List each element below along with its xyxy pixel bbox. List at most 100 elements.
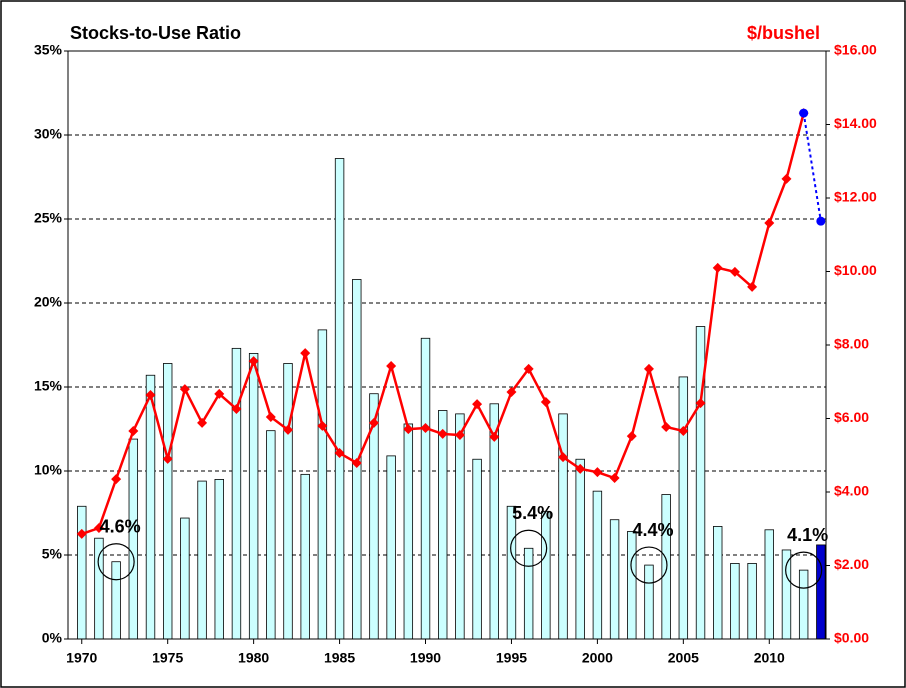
bar — [609, 519, 620, 640]
marker — [386, 360, 397, 371]
bar — [317, 329, 328, 640]
marker — [506, 387, 517, 398]
bar — [77, 505, 87, 640]
bar — [798, 569, 809, 640]
marker — [420, 423, 431, 434]
bar — [661, 494, 671, 640]
bar — [145, 374, 156, 640]
x-tick-label: 1970 — [66, 650, 97, 666]
y-tick-label: 25% — [34, 210, 63, 226]
y2-tick-label: $0.00 — [834, 630, 869, 646]
bar — [162, 363, 173, 640]
bar — [231, 347, 242, 640]
bar — [180, 517, 190, 640]
bar — [214, 478, 224, 640]
marker — [747, 281, 758, 292]
annotation: 4.1% — [787, 525, 828, 545]
bar — [764, 529, 774, 640]
bar — [300, 473, 310, 640]
annotation: 4.4% — [632, 520, 673, 540]
bar — [420, 337, 431, 640]
bar — [334, 158, 345, 640]
bar — [248, 352, 259, 640]
marker — [661, 421, 672, 432]
marker — [523, 363, 534, 374]
annotation-circle — [785, 551, 823, 589]
annotation-circle — [97, 543, 135, 581]
x-tick-label: 1995 — [496, 650, 527, 666]
marker — [678, 425, 689, 436]
x-tick-label: 1985 — [324, 650, 355, 666]
bar — [541, 510, 551, 640]
y-tick-label: 10% — [34, 462, 63, 478]
annotation: 4.6% — [100, 516, 141, 536]
marker — [76, 528, 87, 539]
marker — [93, 523, 104, 534]
annotation-circle — [630, 546, 668, 584]
marker — [472, 399, 483, 410]
bar — [128, 438, 139, 640]
y2-tick-label: $16.00 — [834, 42, 877, 58]
marker — [712, 262, 723, 273]
marker — [300, 348, 311, 359]
marker — [111, 474, 122, 485]
bar — [472, 458, 482, 640]
marker — [643, 363, 654, 374]
line — [802, 112, 822, 222]
x-tick-label: 1975 — [152, 650, 183, 666]
y2-tick-label: $2.00 — [834, 556, 869, 572]
y2-tick-label: $14.00 — [834, 115, 877, 131]
x-tick-label: 1990 — [410, 650, 441, 666]
marker — [626, 431, 637, 442]
marker — [781, 173, 792, 184]
bar — [266, 430, 276, 640]
marker — [179, 384, 190, 395]
marker — [764, 217, 775, 228]
marker — [729, 266, 740, 277]
y-tick-label: 30% — [34, 126, 63, 142]
marker — [317, 420, 328, 431]
y-tick-label: 35% — [34, 42, 63, 58]
marker — [540, 396, 551, 407]
x-tick-label: 1980 — [238, 650, 269, 666]
marker — [403, 424, 414, 435]
bar — [111, 561, 121, 640]
marker — [214, 388, 225, 399]
y-tick-label: 20% — [34, 294, 63, 310]
bar — [283, 363, 293, 640]
x-tick-label: 2010 — [754, 650, 785, 666]
marker — [695, 398, 706, 409]
x-tick-label: 2005 — [668, 650, 699, 666]
marker — [283, 424, 294, 435]
bar — [386, 455, 396, 640]
annotation-circle — [510, 529, 548, 567]
y2-tick-label: $8.00 — [834, 336, 869, 352]
bar — [627, 531, 637, 640]
bar — [506, 505, 517, 640]
y-axis-title: Stocks-to-Use Ratio — [70, 23, 241, 43]
y-tick-label: 15% — [34, 378, 63, 394]
marker — [248, 356, 259, 367]
y2-tick-label: $6.00 — [834, 409, 869, 425]
bar — [523, 547, 534, 640]
marker — [799, 108, 809, 118]
y2-tick-label: $10.00 — [834, 262, 877, 278]
bar — [403, 423, 414, 640]
plot-frame — [67, 50, 827, 640]
marker — [162, 453, 173, 464]
marker — [575, 463, 586, 474]
marker — [454, 430, 465, 441]
marker — [489, 431, 500, 442]
marker — [351, 457, 362, 468]
bar — [730, 563, 740, 640]
marker — [265, 412, 276, 423]
y2-tick-label: $4.00 — [834, 483, 869, 499]
bar — [438, 410, 448, 640]
marker — [128, 425, 139, 436]
marker — [231, 403, 242, 414]
y-tick-label: 5% — [42, 546, 63, 562]
bar — [713, 526, 723, 640]
y-tick-label: 0% — [42, 630, 63, 646]
bar — [678, 376, 689, 640]
